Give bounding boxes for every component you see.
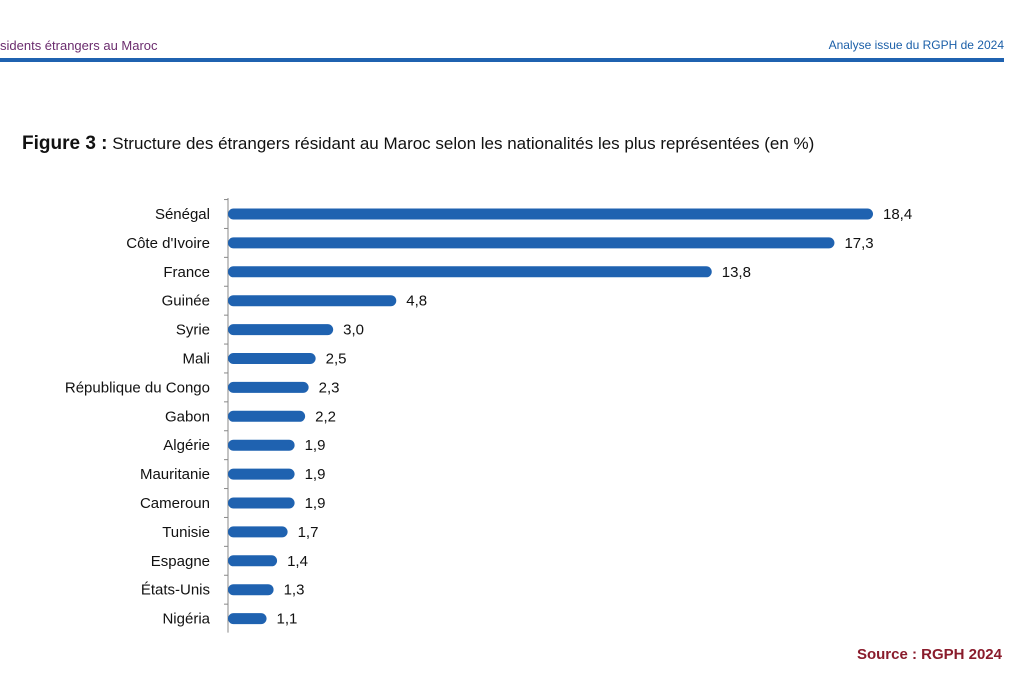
category-label: Tunisie bbox=[162, 524, 210, 541]
bar bbox=[228, 266, 712, 278]
bar-chart: Sénégal 18,4 Côte d'Ivoire 17,3 France 13,8 Gu… bbox=[65, 198, 912, 633]
category-label: Nigéria bbox=[162, 611, 210, 628]
value-label: 1,9 bbox=[305, 437, 326, 454]
header-report-subtitle: Analyse issue du RGPH de 2024 bbox=[828, 38, 1004, 52]
value-label: 4,8 bbox=[406, 293, 427, 310]
bar bbox=[228, 497, 295, 509]
value-label: 1,7 bbox=[298, 524, 319, 541]
value-label: 17,3 bbox=[844, 235, 873, 252]
category-label: Algérie bbox=[163, 437, 210, 454]
bar bbox=[228, 468, 295, 480]
value-label: 1,1 bbox=[277, 611, 298, 628]
figure-caption: Structure des étrangers résidant au Maro… bbox=[112, 134, 815, 153]
bar bbox=[228, 439, 295, 451]
header-divider bbox=[0, 58, 1004, 62]
category-label: France bbox=[163, 264, 210, 281]
category-label: Syrie bbox=[176, 322, 210, 339]
bar bbox=[228, 295, 397, 307]
value-label: 2,2 bbox=[315, 408, 336, 425]
bar bbox=[228, 584, 274, 596]
bar bbox=[228, 353, 316, 364]
value-label: 2,3 bbox=[319, 379, 340, 396]
category-label: Cameroun bbox=[140, 495, 210, 512]
category-label: Mali bbox=[182, 351, 210, 368]
bar bbox=[228, 526, 288, 538]
category-label: République du Congo bbox=[65, 379, 210, 396]
bar bbox=[228, 324, 334, 336]
bar bbox=[228, 410, 306, 422]
category-label: Gabon bbox=[165, 408, 210, 425]
bar bbox=[228, 613, 267, 625]
value-label: 13,8 bbox=[722, 264, 751, 281]
bar bbox=[228, 381, 309, 393]
value-label: 1,3 bbox=[284, 582, 305, 599]
header-report-title: sidents étrangers au Maroc bbox=[0, 38, 158, 53]
category-label: Côte d'Ivoire bbox=[126, 235, 210, 252]
category-label: Guinée bbox=[162, 293, 210, 310]
bar bbox=[228, 555, 278, 567]
category-label: Espagne bbox=[151, 553, 210, 570]
source-note: Source : RGPH 2024 bbox=[856, 646, 1002, 663]
value-label: 3,0 bbox=[343, 322, 364, 339]
bar bbox=[228, 237, 835, 249]
category-label: Mauritanie bbox=[140, 466, 210, 483]
value-label: 2,5 bbox=[326, 351, 347, 368]
value-label: 1,9 bbox=[305, 466, 326, 483]
figure-title: Figure 3 : Structure des étrangers résid… bbox=[22, 133, 814, 155]
figure-label: Figure 3 : bbox=[22, 133, 108, 154]
bar bbox=[228, 208, 873, 220]
value-label: 1,4 bbox=[287, 553, 308, 570]
value-label: 18,4 bbox=[883, 206, 912, 223]
category-label: Sénégal bbox=[155, 206, 210, 223]
category-label: États-Unis bbox=[141, 582, 210, 599]
value-label: 1,9 bbox=[305, 495, 326, 512]
